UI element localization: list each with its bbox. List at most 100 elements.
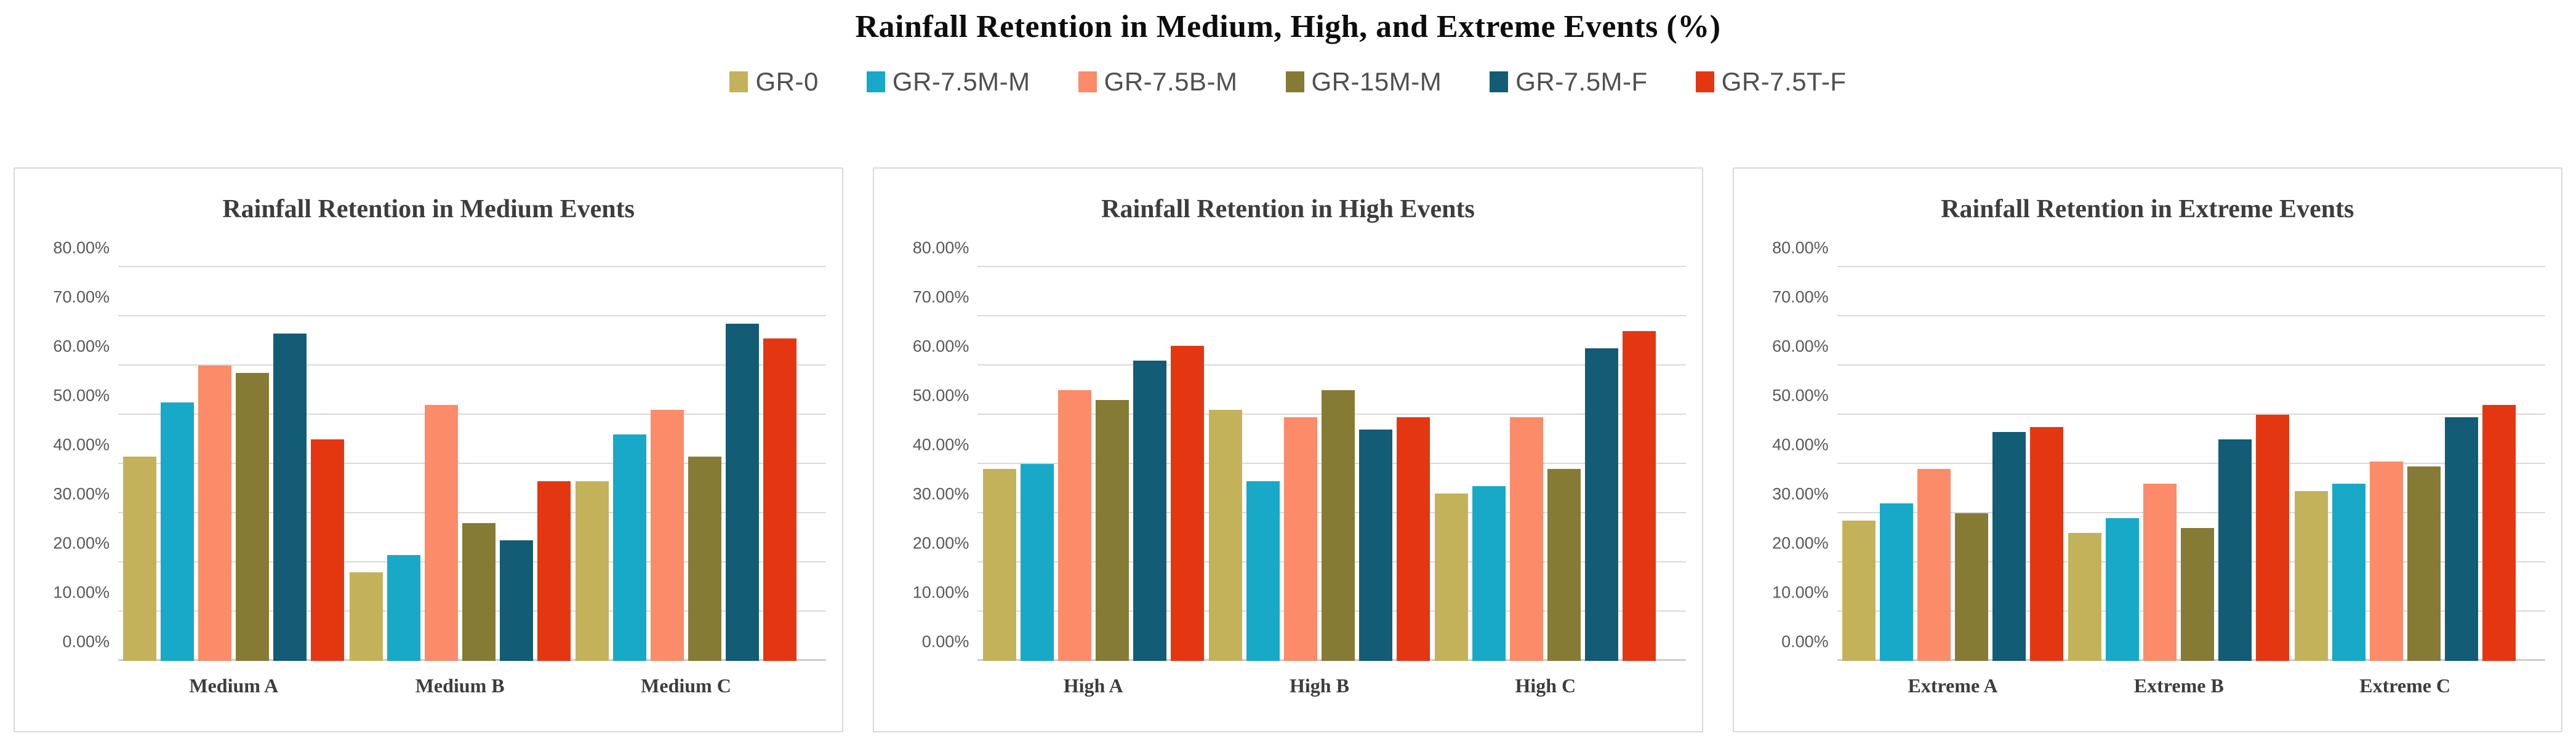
- bar-gr-7.5t-f-high-a: [1170, 346, 1204, 661]
- bar-gr-7.5m-f-extreme-c: [2444, 417, 2478, 661]
- legend-item-gr-7.5m-m: GR-7.5M-M: [866, 67, 1030, 97]
- bar-gr-7.5b-m-medium-c: [650, 410, 684, 661]
- y-tick-label: 10.00%: [1772, 583, 1829, 602]
- legend-label: GR-7.5T-F: [1721, 67, 1847, 96]
- legend-swatch-icon: [866, 71, 885, 92]
- y-tick-label: 30.00%: [912, 484, 969, 503]
- y-tick-label: 70.00%: [912, 287, 969, 306]
- gridline: [118, 364, 827, 366]
- category-label: Extreme B: [2133, 674, 2224, 697]
- bar-gr-7.5m-m-medium-b: [387, 555, 420, 661]
- bar-gr-7.5b-m-extreme-c: [2369, 462, 2403, 661]
- bar-gr-7.5m-m-high-c: [1472, 486, 1506, 661]
- bar-gr-7.5t-f-medium-b: [537, 481, 571, 661]
- bar-groups: Extreme A Extreme B Extreme C: [1837, 267, 2521, 697]
- plot-area-extreme: 0.00% 10.00% 20.00% 30.00% 40.00% 50.00% 60.00…: [1772, 239, 2545, 697]
- bar-gr-15m-m-high-a: [1095, 400, 1129, 661]
- bar-gr-7.5b-m-extreme-a: [1917, 469, 1951, 661]
- legend: GR-0 GR-7.5M-M GR-7.5B-M GR-15M-M GR-7.5M-F G…: [0, 67, 2576, 97]
- gridline: [1837, 463, 2545, 464]
- gridline: [1837, 414, 2545, 415]
- category-label: Medium A: [189, 674, 279, 697]
- gridline: [977, 315, 1686, 316]
- legend-swatch-icon: [1285, 71, 1304, 92]
- y-tick-label: 70.00%: [53, 287, 110, 306]
- bar-gr-7.5m-f-medium-c: [725, 324, 759, 661]
- bar-gr-7.5t-f-high-c: [1623, 331, 1656, 661]
- panel-title-high: Rainfall Retention in High Events: [1101, 195, 1475, 223]
- y-tick-label: 30.00%: [53, 484, 110, 503]
- bar-gr-15m-m-medium-b: [462, 523, 496, 661]
- bar-gr-0-medium-a: [123, 457, 157, 661]
- gridline: [118, 414, 827, 415]
- bar-gr-0-extreme-b: [2068, 533, 2102, 661]
- bar-gr-7.5m-m-medium-a: [161, 402, 195, 661]
- bar-gr-15m-m-extreme-a: [1954, 513, 1988, 661]
- y-tick-label: 50.00%: [53, 386, 110, 405]
- bar-gr-0-medium-b: [349, 572, 383, 661]
- y-tick-label: 50.00%: [1772, 386, 1829, 405]
- bar-gr-7.5m-f-high-b: [1358, 430, 1392, 661]
- category-label: Extreme A: [1908, 674, 1998, 697]
- legend-item-gr-15m-m: GR-15M-M: [1285, 67, 1442, 97]
- legend-label: GR-0: [755, 67, 819, 96]
- gridline: [118, 266, 827, 267]
- bar-gr-7.5m-f-high-c: [1585, 348, 1619, 661]
- gridline: [118, 512, 827, 513]
- bar-groups: Medium A Medium B Medium C: [118, 267, 801, 697]
- y-tick-label: 60.00%: [912, 337, 969, 356]
- legend-label: GR-7.5M-M: [892, 67, 1030, 96]
- bar-groups: High A High B High C: [977, 267, 1661, 697]
- y-tick-label: 50.00%: [912, 386, 969, 405]
- bar-gr-0-medium-c: [575, 481, 609, 661]
- bar-gr-0-high-c: [1435, 494, 1469, 661]
- y-tick-label: 60.00%: [1772, 337, 1829, 356]
- y-tick-label: 10.00%: [53, 583, 110, 602]
- bar-gr-7.5b-m-medium-a: [198, 366, 232, 661]
- legend-swatch-icon: [1078, 71, 1097, 92]
- bar-gr-7.5m-f-extreme-b: [2218, 439, 2252, 661]
- bar-gr-7.5t-f-medium-c: [763, 338, 796, 661]
- chart-panel-high: Rainfall Retention in High Events 0.00% 1…: [873, 167, 1703, 732]
- bar-gr-15m-m-high-c: [1547, 469, 1581, 661]
- legend-item-gr-7.5t-f: GR-7.5T-F: [1695, 67, 1847, 97]
- category-label: Extreme C: [2359, 674, 2451, 697]
- category-label: High C: [1515, 674, 1576, 697]
- category-label: High A: [1063, 674, 1123, 697]
- bar-gr-7.5m-m-extreme-b: [2106, 518, 2140, 661]
- bar-gr-15m-m-extreme-b: [2181, 528, 2215, 661]
- y-tick-label: 20.00%: [912, 534, 969, 553]
- bar-gr-7.5m-f-high-a: [1133, 361, 1166, 661]
- y-tick-label: 30.00%: [1772, 484, 1829, 503]
- category-label: High B: [1290, 674, 1349, 697]
- y-tick-label: 40.00%: [912, 435, 969, 454]
- bar-gr-15m-m-medium-a: [236, 373, 270, 661]
- panel-title-medium: Rainfall Retention in Medium Events: [222, 195, 635, 223]
- bar-gr-7.5t-f-high-b: [1396, 417, 1430, 661]
- legend-swatch-icon: [1490, 71, 1509, 92]
- y-tick-label: 10.00%: [912, 583, 969, 602]
- chart-panel-medium: Rainfall Retention in Medium Events 0.00…: [14, 167, 844, 732]
- legend-swatch-icon: [1695, 71, 1714, 92]
- bar-gr-7.5b-m-medium-b: [424, 405, 458, 661]
- bar-gr-7.5m-m-high-a: [1020, 464, 1054, 661]
- bar-gr-7.5m-m-extreme-c: [2332, 484, 2365, 661]
- bar-gr-0-high-a: [982, 469, 1016, 661]
- bar-gr-7.5m-m-high-b: [1246, 481, 1280, 661]
- bar-gr-0-extreme-c: [2294, 491, 2328, 661]
- bar-gr-7.5m-f-medium-a: [273, 334, 307, 661]
- panel-title-extreme: Rainfall Retention in Extreme Events: [1941, 195, 2354, 223]
- plot-area-medium: 0.00% 10.00% 20.00% 30.00% 40.00% 50.00% 60.00…: [53, 239, 827, 697]
- legend-item-gr-0: GR-0: [729, 67, 818, 97]
- legend-label: GR-15M-M: [1311, 67, 1442, 96]
- bar-group-extreme-a: Extreme A: [1842, 267, 2063, 697]
- bar-gr-7.5b-m-high-c: [1510, 417, 1544, 661]
- bar-group-medium-b: Medium B: [349, 267, 571, 697]
- chart-panels: Rainfall Retention in Medium Events 0.00…: [0, 167, 2576, 732]
- y-tick-label: 60.00%: [53, 337, 110, 356]
- gridline: [977, 266, 1686, 267]
- y-tick-label: 80.00%: [912, 238, 969, 257]
- y-tick-label: 40.00%: [53, 435, 110, 454]
- bar-group-high-a: High A: [982, 267, 1204, 697]
- bar-group-medium-c: Medium C: [575, 267, 796, 697]
